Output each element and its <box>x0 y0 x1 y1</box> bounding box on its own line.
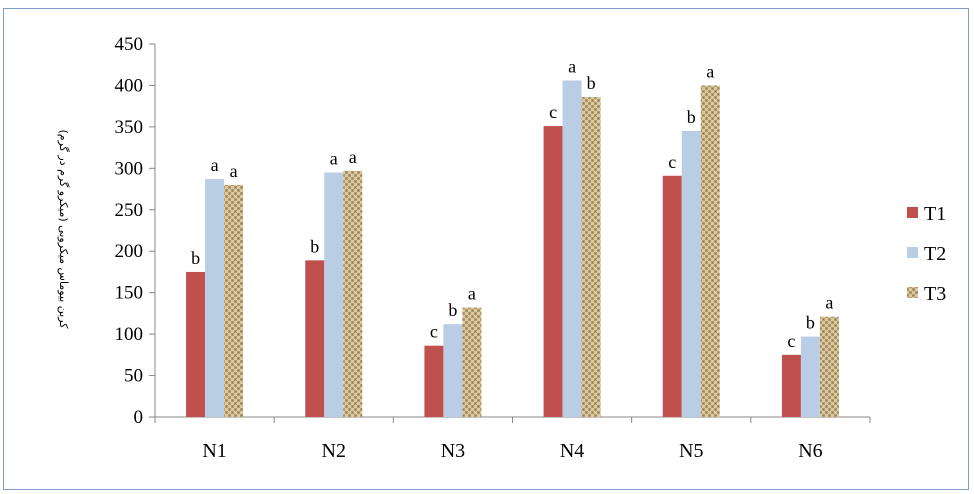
y-tick-label: 100 <box>115 324 144 345</box>
y-tick-label: 50 <box>124 366 143 387</box>
bar-t3 <box>700 85 720 417</box>
legend-label: T3 <box>924 283 946 305</box>
bar-t3 <box>224 184 244 417</box>
significance-label: a <box>349 147 357 167</box>
bar-t1 <box>662 175 682 417</box>
bar-t3 <box>819 316 839 417</box>
y-tick-label: 350 <box>115 117 144 138</box>
bar-t2 <box>800 336 820 417</box>
bar-t2 <box>681 131 701 418</box>
bar-t2 <box>324 172 344 417</box>
significance-label: a <box>706 61 714 81</box>
y-tick-label: 250 <box>115 200 144 221</box>
x-tick-label: N2 <box>322 440 346 462</box>
y-tick-label: 300 <box>115 158 144 179</box>
significance-label: a <box>230 161 238 181</box>
significance-label: b <box>448 300 457 320</box>
bar-t2 <box>205 179 225 417</box>
x-tick-label: N1 <box>202 440 226 462</box>
legend-swatch-t3 <box>907 287 918 298</box>
y-tick-label: 400 <box>115 75 144 96</box>
bar-t3 <box>462 307 482 417</box>
significance-label: a <box>468 284 476 304</box>
x-axis: N1 N2 N3 N4 N5 N6 <box>154 416 871 462</box>
significance-label: a <box>330 148 338 168</box>
significance-label: b <box>191 248 200 268</box>
significance-label: c <box>549 102 557 122</box>
bar-t2 <box>562 80 582 418</box>
bar-t1 <box>781 354 801 417</box>
significance-label: c <box>430 322 438 342</box>
bar-t1 <box>543 126 563 417</box>
y-tick-label: 0 <box>134 407 144 428</box>
legend: T1 T2 T3 <box>907 203 946 305</box>
legend-label: T1 <box>924 203 946 225</box>
bars <box>186 80 839 418</box>
x-tick-label: N3 <box>441 440 465 462</box>
significance-label: b <box>687 107 696 127</box>
significance-label: b <box>587 73 596 93</box>
bar-t1 <box>305 260 325 417</box>
x-tick-label: N5 <box>679 440 703 462</box>
y-tick-label: 450 <box>115 34 144 55</box>
bar-t1 <box>186 271 206 417</box>
y-tick-label: 200 <box>115 241 144 262</box>
significance-label: a <box>825 293 833 313</box>
bar-t3 <box>581 97 601 417</box>
y-axis-label: کربن بیوماس میکروبی (میکرو گرم در گرم) <box>57 129 70 329</box>
x-tick-label: N4 <box>560 440 584 462</box>
bar-t2 <box>443 324 463 417</box>
significance-label: a <box>568 56 576 76</box>
bar-t3 <box>343 170 363 417</box>
significance-label: a <box>211 155 219 175</box>
bar-t1 <box>424 345 444 417</box>
legend-swatch-t2 <box>907 247 918 258</box>
significance-label: c <box>668 152 676 172</box>
significance-label: c <box>787 331 795 351</box>
y-tick-label: 150 <box>115 283 144 304</box>
legend-swatch-t1 <box>907 207 918 218</box>
significance-label: b <box>310 236 319 256</box>
legend-label: T2 <box>924 243 946 265</box>
y-axis: 0 50 100 150 200 250 300 350 400 450 <box>115 34 156 428</box>
significance-label: b <box>806 313 815 333</box>
x-tick-label: N6 <box>798 440 822 462</box>
